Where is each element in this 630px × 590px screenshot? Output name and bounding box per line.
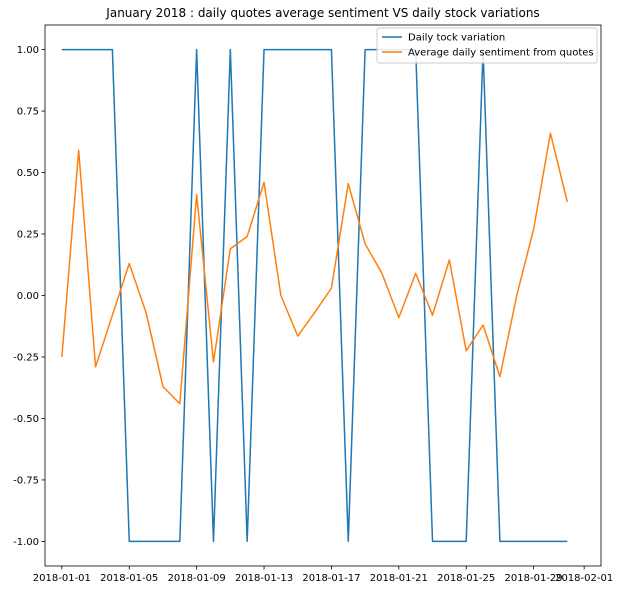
x-tick-label: 2018-01-13 <box>235 573 293 584</box>
y-axis: -1.00 -0.75 -0.50 -0.25 0.00 0.25 0.50 0.75 1.00 <box>13 45 45 548</box>
legend: Daily tock variation Average daily sentim… <box>376 27 598 64</box>
y-tick-label: 0.00 <box>17 291 39 302</box>
legend-box <box>376 27 598 64</box>
x-axis: 2018-01-01 2018-01-05 2018-01-09 2018-01-13… <box>33 566 613 584</box>
x-tick-label: 2018-01-05 <box>100 573 158 584</box>
x-tick-label: 2018-01-01 <box>33 573 91 584</box>
y-tick-label: -0.25 <box>13 352 39 363</box>
y-tick-label: -0.75 <box>13 475 39 486</box>
chart-title: January 2018 : daily quotes average sent… <box>105 6 539 20</box>
y-tick-label: 0.50 <box>17 168 39 179</box>
y-tick-label: -0.50 <box>13 414 39 425</box>
series-line-1 <box>61 48 568 543</box>
y-tick-label: 0.25 <box>17 230 39 241</box>
plot-frame <box>44 24 602 567</box>
x-tick-label: 2018-02-01 <box>555 573 613 584</box>
x-tick-label: 2018-01-17 <box>302 573 360 584</box>
y-tick-label: -1.00 <box>13 537 39 548</box>
x-tick-label: 2018-01-29 <box>505 573 563 584</box>
y-tick-label: 1.00 <box>17 45 39 56</box>
legend-label: Average daily sentiment from quotes <box>408 48 594 59</box>
legend-label: Daily tock variation <box>408 33 505 44</box>
x-tick-label: 2018-01-21 <box>370 573 428 584</box>
x-tick-label: 2018-01-25 <box>437 573 495 584</box>
series-line-2 <box>61 132 569 405</box>
x-tick-label: 2018-01-09 <box>168 573 226 584</box>
series-layer <box>61 48 569 543</box>
y-tick-label: 0.75 <box>17 107 39 118</box>
